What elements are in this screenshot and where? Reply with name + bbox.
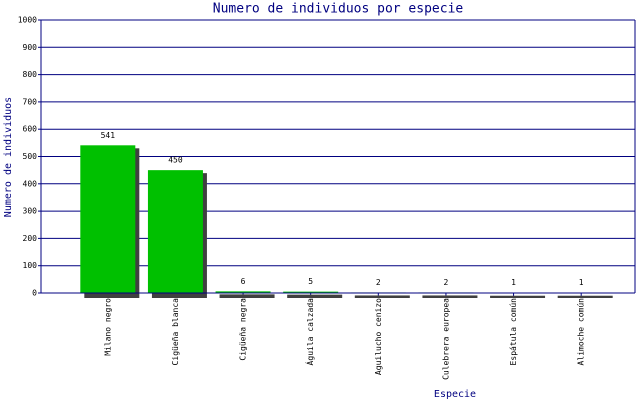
data-label: 6 [241, 277, 246, 286]
y-tick-label: 1000 [18, 16, 37, 25]
data-label: 2 [376, 278, 381, 287]
bar [80, 145, 136, 293]
y-tick-label: 200 [23, 234, 38, 243]
bar-shadow [422, 295, 478, 298]
bar [215, 291, 271, 293]
x-tick-label: Culebrera europea [441, 298, 450, 380]
y-tick-label: 600 [23, 125, 38, 134]
data-label: 1 [511, 278, 516, 287]
y-tick-label: 900 [23, 43, 38, 52]
data-label: 450 [168, 156, 183, 165]
x-tick-label: Cigüeña negra [239, 298, 248, 361]
x-axis-label: Especie [434, 389, 476, 400]
y-tick-label: 0 [32, 289, 37, 298]
data-label: 2 [444, 278, 449, 287]
y-tick-label: 800 [23, 70, 38, 79]
x-tick-label: Espátula común [509, 298, 518, 366]
bar-shadow [557, 295, 613, 298]
y-tick-label: 500 [23, 152, 38, 161]
data-label: 5 [308, 277, 313, 286]
x-tick-label: Águila calzada [304, 298, 315, 366]
bar-shadow [219, 294, 275, 298]
x-tick-label: Aguilucho cenizo [374, 298, 383, 375]
y-tick-label: 100 [23, 261, 38, 270]
x-tick-label: Cigüeña blanca [171, 298, 180, 366]
chart-title: Numero de individuos por especie [213, 2, 464, 17]
y-axis-label: Numero de individuos [3, 97, 14, 217]
bar [283, 291, 339, 293]
bar-shadow [490, 295, 546, 298]
y-tick-label: 700 [23, 97, 38, 106]
bar-shadow [287, 294, 343, 298]
data-label: 541 [101, 131, 116, 140]
x-tick-label: Alimoche común [577, 298, 586, 366]
y-tick-label: 300 [23, 207, 38, 216]
bar-shadow [354, 295, 410, 298]
bar [147, 170, 203, 293]
y-tick-label: 400 [23, 179, 38, 188]
data-label: 1 [579, 278, 584, 287]
x-tick-label: Milano negro [103, 298, 112, 356]
